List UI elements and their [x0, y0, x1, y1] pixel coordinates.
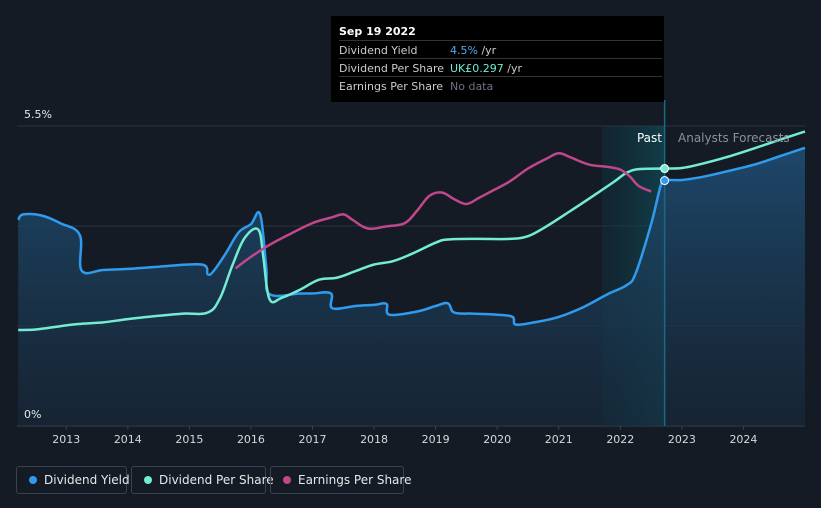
x-tick-label: 2014 — [114, 433, 142, 446]
legend-dot-icon — [29, 476, 37, 484]
x-tick-label: 2022 — [606, 433, 634, 446]
dividend-yield-area — [18, 147, 805, 427]
x-tick-label: 2020 — [483, 433, 511, 446]
tooltip-date: Sep 19 2022 — [339, 25, 416, 38]
legend-label: Dividend Yield — [44, 473, 130, 487]
tooltip-value: UK£0.297 — [450, 62, 504, 75]
x-tick-label: 2024 — [729, 433, 757, 446]
earnings-per-share-line — [234, 152, 652, 270]
legend-label: Earnings Per Share — [298, 473, 412, 487]
analysts-forecasts-label: Analysts Forecasts — [678, 131, 790, 145]
tooltip-label: Dividend Yield — [339, 44, 418, 57]
legend-item-dividend-per-share[interactable]: Dividend Per Share — [131, 466, 274, 494]
x-tick-label: 2018 — [360, 433, 388, 446]
legend-label: Dividend Per Share — [159, 473, 274, 487]
tooltip-unit: /yr — [477, 44, 497, 57]
tooltip-row-earnings-per-share: Earnings Per Share No data — [339, 76, 662, 95]
x-tick-label: 2016 — [237, 433, 265, 446]
tooltip-row-dividend-yield: Dividend Yield 4.5% /yr — [339, 40, 662, 59]
x-tick-label: 2023 — [668, 433, 696, 446]
tooltip-unit: /yr — [503, 62, 523, 75]
tooltip-label: Dividend Per Share — [339, 62, 445, 75]
dividend-yield-marker — [660, 176, 670, 186]
x-tick-label: 2013 — [52, 433, 80, 446]
y-axis-top-label: 5.5% — [24, 108, 52, 121]
x-tick-label: 2019 — [422, 433, 450, 446]
legend-dot-icon — [283, 476, 291, 484]
tooltip: Sep 19 2022 Dividend Yield 4.5% /yr Divi… — [331, 16, 664, 102]
dividend-per-share-marker — [660, 164, 670, 174]
x-tick-label: 2021 — [545, 433, 573, 446]
legend-dot-icon — [144, 476, 152, 484]
past-label: Past — [637, 131, 662, 145]
dividend-yield-line — [17, 146, 806, 327]
legend-item-earnings-per-share[interactable]: Earnings Per Share — [270, 466, 411, 494]
legend-item-dividend-yield[interactable]: Dividend Yield — [16, 466, 130, 494]
x-tick-label: 2015 — [175, 433, 203, 446]
tooltip-value: No data — [450, 80, 494, 93]
x-tick-label: 2017 — [299, 433, 327, 446]
tooltip-label: Earnings Per Share — [339, 80, 444, 93]
dividend-per-share-line — [18, 130, 806, 332]
tooltip-row-dividend-per-share: Dividend Per Share UK£0.297 /yr — [339, 58, 662, 77]
tooltip-value: 4.5% — [450, 44, 478, 57]
y-axis-bottom-label: 0% — [24, 408, 41, 421]
